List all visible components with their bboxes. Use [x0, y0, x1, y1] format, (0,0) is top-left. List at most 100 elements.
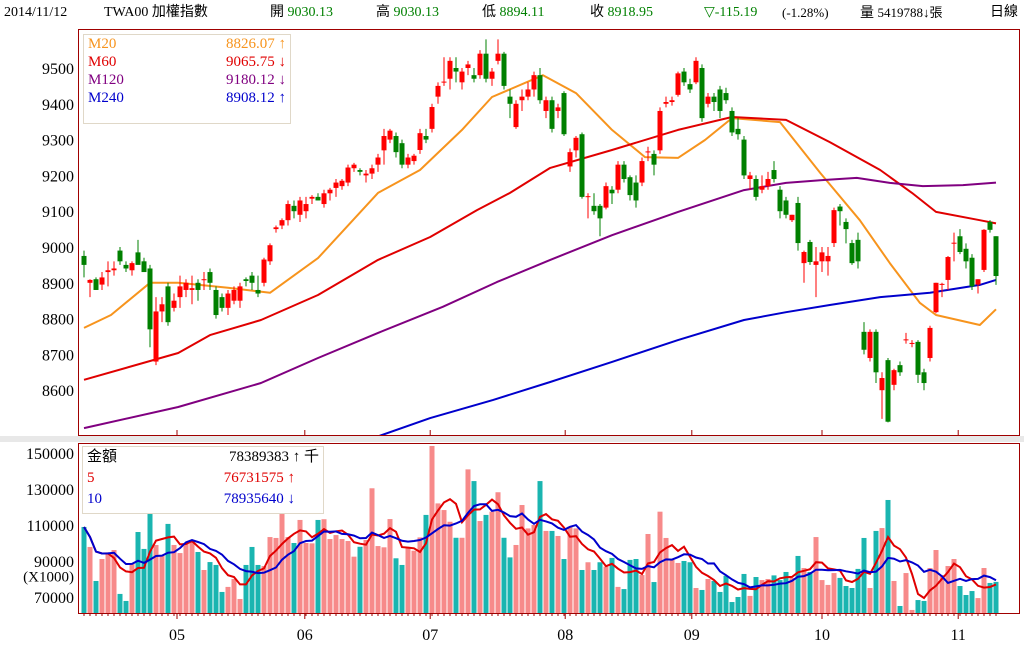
volume-bar — [567, 526, 573, 613]
volume-bar — [579, 569, 585, 613]
candle — [171, 293, 177, 312]
volume-bar — [663, 537, 669, 613]
price-tick-label: 8600 — [42, 383, 74, 400]
volume-bar — [405, 548, 411, 613]
volume-bar — [327, 539, 333, 613]
candle — [261, 257, 267, 287]
candle — [963, 243, 969, 269]
candle — [297, 196, 303, 222]
candle — [207, 268, 213, 290]
candle-body — [267, 245, 273, 262]
volume-bar — [759, 580, 765, 613]
symbol-name: TWA00 加權指數 — [104, 5, 208, 20]
candle-body — [453, 68, 459, 72]
candle-body — [531, 75, 537, 90]
volume-bar — [165, 523, 171, 613]
candle-body — [159, 304, 165, 312]
volume-bar — [309, 543, 315, 613]
candle-body — [735, 128, 741, 135]
candle — [597, 204, 603, 237]
volume-bar — [591, 569, 597, 613]
volume-bar — [189, 539, 195, 613]
month-label: 10 — [814, 627, 830, 644]
volume-bar — [747, 595, 753, 613]
candle-body — [87, 279, 93, 283]
candle-body — [843, 221, 849, 230]
candle-body — [861, 331, 867, 350]
price-tick-label: 9000 — [42, 240, 74, 257]
candle-body — [867, 331, 873, 358]
candle — [627, 175, 633, 201]
candle-body — [303, 204, 309, 212]
change-percent: (-1.28%) — [782, 5, 829, 20]
candle-body — [279, 220, 285, 226]
candle-body — [747, 175, 753, 179]
candle-body — [135, 252, 141, 265]
open-label: 開 — [270, 5, 284, 20]
legend-value: 78935640 ↓ — [223, 491, 295, 507]
candle-body — [615, 164, 621, 190]
volume-bar — [243, 564, 249, 613]
legend-label: 5 — [87, 470, 95, 486]
volume-bar — [99, 559, 105, 613]
axes: 9500 9400 9300 9200 9100 9000 8900 8800 8700 8600… — [23, 61, 997, 644]
candle — [729, 107, 735, 137]
volume-bar — [381, 547, 387, 613]
candle-body — [441, 81, 447, 83]
candle — [897, 361, 903, 376]
candle — [183, 279, 189, 298]
volume-bar — [825, 584, 831, 613]
volume-panel-frame — [78, 443, 1020, 614]
volume-bar — [645, 533, 651, 613]
candle-body — [891, 370, 897, 385]
volume-tick-label: 110000 — [27, 518, 74, 535]
candle — [549, 96, 555, 133]
candle — [477, 50, 483, 79]
candle — [369, 164, 375, 179]
candle-body — [129, 263, 135, 271]
candle — [303, 196, 309, 219]
candle — [501, 51, 507, 90]
volume-bar — [453, 537, 459, 613]
volume-panel — [81, 445, 999, 613]
candle — [423, 128, 429, 144]
candle-body — [855, 239, 861, 262]
candle-body — [933, 282, 939, 313]
candle — [435, 82, 441, 104]
candle-body — [195, 282, 201, 290]
candle — [243, 277, 249, 287]
volume-bar — [609, 557, 615, 613]
candle-body — [219, 297, 225, 308]
legend-value: 76731575 ↑ — [223, 470, 295, 486]
candle-body — [603, 186, 609, 208]
candle — [393, 132, 399, 158]
candle — [669, 96, 675, 106]
candle — [135, 239, 141, 265]
candle-body — [969, 257, 975, 287]
volume-bar — [519, 505, 525, 613]
candle — [489, 68, 495, 86]
candle — [123, 261, 129, 273]
candle — [603, 182, 609, 210]
close-label: 收 — [590, 5, 604, 20]
volume-unit-label: (X1000) — [23, 569, 74, 585]
candle-body — [519, 96, 525, 101]
candle — [291, 200, 297, 219]
volume-tick-label: 70000 — [34, 590, 74, 607]
candle-body — [477, 53, 483, 76]
period-selector[interactable]: 日線 — [990, 5, 1018, 20]
volume-bar — [267, 537, 273, 613]
candle — [333, 178, 339, 197]
candle-body — [963, 248, 969, 262]
candle-body — [957, 236, 963, 253]
candle-body — [669, 100, 675, 103]
candle — [285, 200, 291, 226]
volume-bar — [471, 481, 477, 613]
candle-body — [573, 137, 579, 151]
volume-bar — [909, 609, 915, 613]
candle — [915, 340, 921, 384]
candle-body — [201, 279, 207, 281]
volume-bar — [669, 559, 675, 613]
change-value: ▽-115.19 — [704, 5, 758, 20]
candle — [441, 57, 447, 86]
